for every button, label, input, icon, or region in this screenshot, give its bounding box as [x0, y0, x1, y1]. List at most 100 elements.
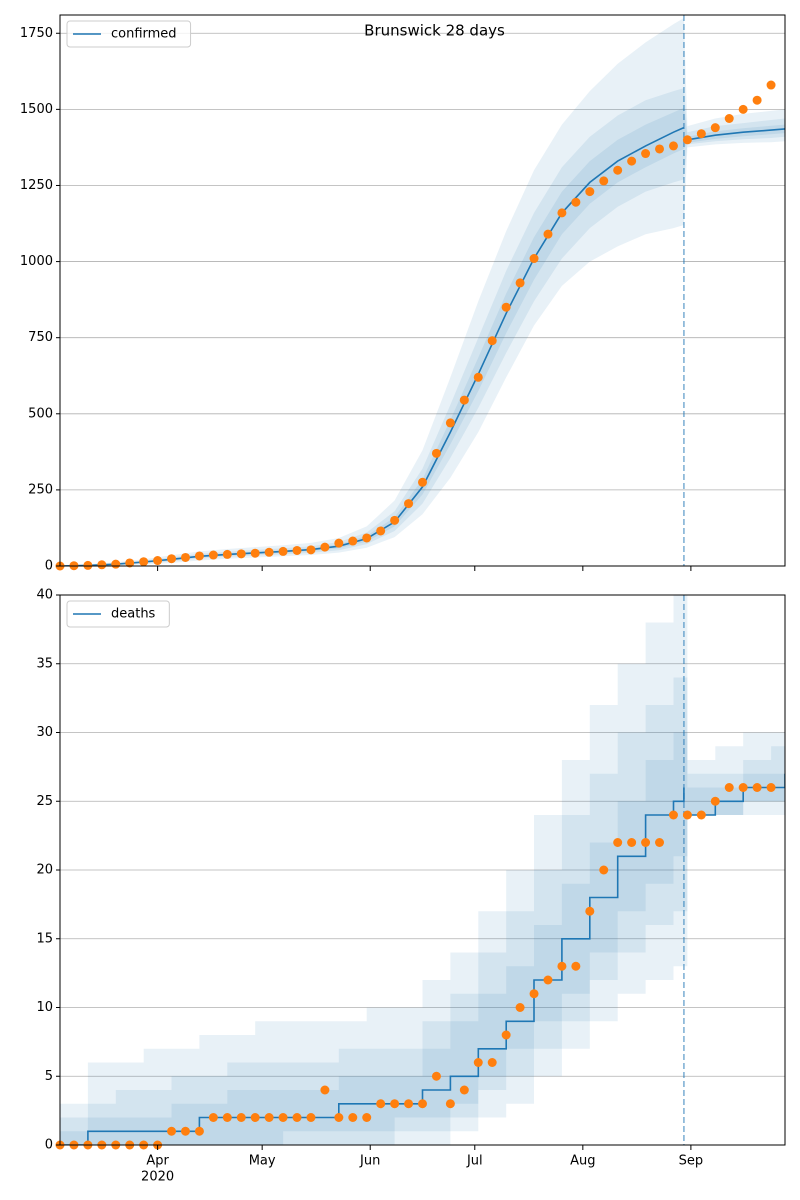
- observed-point: [543, 975, 553, 985]
- observed-point: [585, 187, 595, 197]
- observed-point: [627, 838, 637, 847]
- observed-point: [738, 783, 748, 792]
- observed-point: [236, 549, 246, 559]
- observed-point: [557, 208, 567, 218]
- x-tick-label: Apr: [146, 1154, 169, 1169]
- observed-point: [390, 515, 400, 525]
- observed-point: [418, 1099, 427, 1109]
- observed-point: [473, 1058, 483, 1067]
- y-tick-label: 40: [36, 588, 53, 603]
- observed-point: [696, 810, 706, 820]
- observed-point: [334, 538, 344, 548]
- y-tick-label: 250: [28, 482, 53, 497]
- observed-point: [194, 551, 204, 561]
- axes-frame: [59, 14, 786, 567]
- observed-point: [278, 1113, 288, 1122]
- confidence-band: [60, 595, 785, 1145]
- chart-title: Brunswick 28 days: [364, 22, 505, 40]
- observed-point: [724, 114, 734, 124]
- observed-point: [264, 1113, 274, 1122]
- x-tick-label: May: [249, 1154, 276, 1169]
- y-tick-label: 5: [45, 1069, 53, 1084]
- observed-point: [473, 372, 483, 382]
- observed-point: [180, 1126, 190, 1136]
- observed-point: [320, 1085, 330, 1095]
- y-tick-label: 750: [28, 330, 53, 345]
- confidence-band: [60, 18, 785, 566]
- y-tick-label: 500: [28, 406, 53, 421]
- observed-point: [738, 104, 748, 114]
- y-tick-label: 1250: [20, 178, 53, 193]
- observed-point: [431, 1071, 441, 1081]
- x-tick-label: Jul: [466, 1154, 483, 1169]
- observed-point: [529, 989, 539, 999]
- y-tick-label: 20: [36, 863, 53, 878]
- observed-point: [529, 254, 539, 264]
- observed-point: [167, 1126, 177, 1136]
- observed-point: [222, 549, 232, 559]
- observed-point: [668, 810, 678, 820]
- observed-point: [236, 1113, 246, 1122]
- observed-point: [320, 542, 330, 552]
- y-tick-label: 0: [45, 1138, 53, 1153]
- forecast-line: [687, 773, 785, 816]
- observed-point: [682, 135, 692, 145]
- observed-point: [292, 1113, 302, 1122]
- observed-point: [515, 278, 525, 288]
- observed-point: [334, 1113, 344, 1122]
- observed-point: [641, 838, 651, 847]
- observed-point: [348, 536, 358, 546]
- observed-point: [208, 550, 218, 560]
- forecast-line: [687, 128, 785, 141]
- observed-point: [501, 1030, 511, 1040]
- observed-point: [292, 545, 302, 555]
- observed-point: [278, 546, 288, 556]
- plot-content: [60, 595, 785, 1145]
- observed-point: [752, 95, 762, 105]
- observed-point: [487, 336, 497, 346]
- observed-point: [459, 1085, 469, 1095]
- confidence-band: [60, 88, 785, 566]
- observed-point: [362, 1113, 372, 1122]
- observed-point: [766, 783, 776, 792]
- y-tick-label: 1000: [20, 254, 53, 269]
- plot-content: [60, 15, 785, 566]
- observed-point: [404, 1099, 414, 1109]
- observed-point: [362, 533, 372, 543]
- observed-point: [571, 961, 581, 971]
- observed-point: [97, 560, 107, 570]
- observed-point: [125, 558, 135, 568]
- observed-point: [445, 418, 455, 428]
- observed-point: [222, 1113, 232, 1122]
- observed-point: [431, 448, 441, 458]
- legend: confirmed: [66, 20, 192, 48]
- x-tick-label: Sep: [679, 1154, 704, 1169]
- plot-area: [60, 15, 785, 566]
- observed-point: [194, 1126, 204, 1136]
- observed-point: [348, 1113, 358, 1122]
- observed-point: [668, 141, 678, 151]
- observed-point: [752, 783, 762, 792]
- observed-point: [208, 1113, 218, 1122]
- observed-point: [418, 477, 427, 487]
- observed-point: [627, 156, 637, 166]
- observed-point: [571, 197, 581, 207]
- plot-area: [60, 595, 785, 1145]
- y-tick-label: 1500: [20, 102, 53, 117]
- observed-point: [599, 865, 609, 875]
- observed-point: [83, 560, 93, 570]
- observed-point: [250, 548, 260, 558]
- observed-point: [306, 545, 316, 555]
- confidence-band: [60, 732, 785, 1145]
- y-tick-label: 25: [36, 794, 53, 809]
- observed-point: [376, 526, 386, 536]
- observed-point: [724, 783, 734, 792]
- observed-point: [655, 144, 665, 154]
- observed-point: [641, 149, 651, 159]
- observed-point: [696, 129, 706, 139]
- observed-point: [515, 1003, 525, 1012]
- observed-point: [111, 559, 121, 569]
- legend-box: [66, 600, 170, 628]
- observed-point: [710, 123, 720, 133]
